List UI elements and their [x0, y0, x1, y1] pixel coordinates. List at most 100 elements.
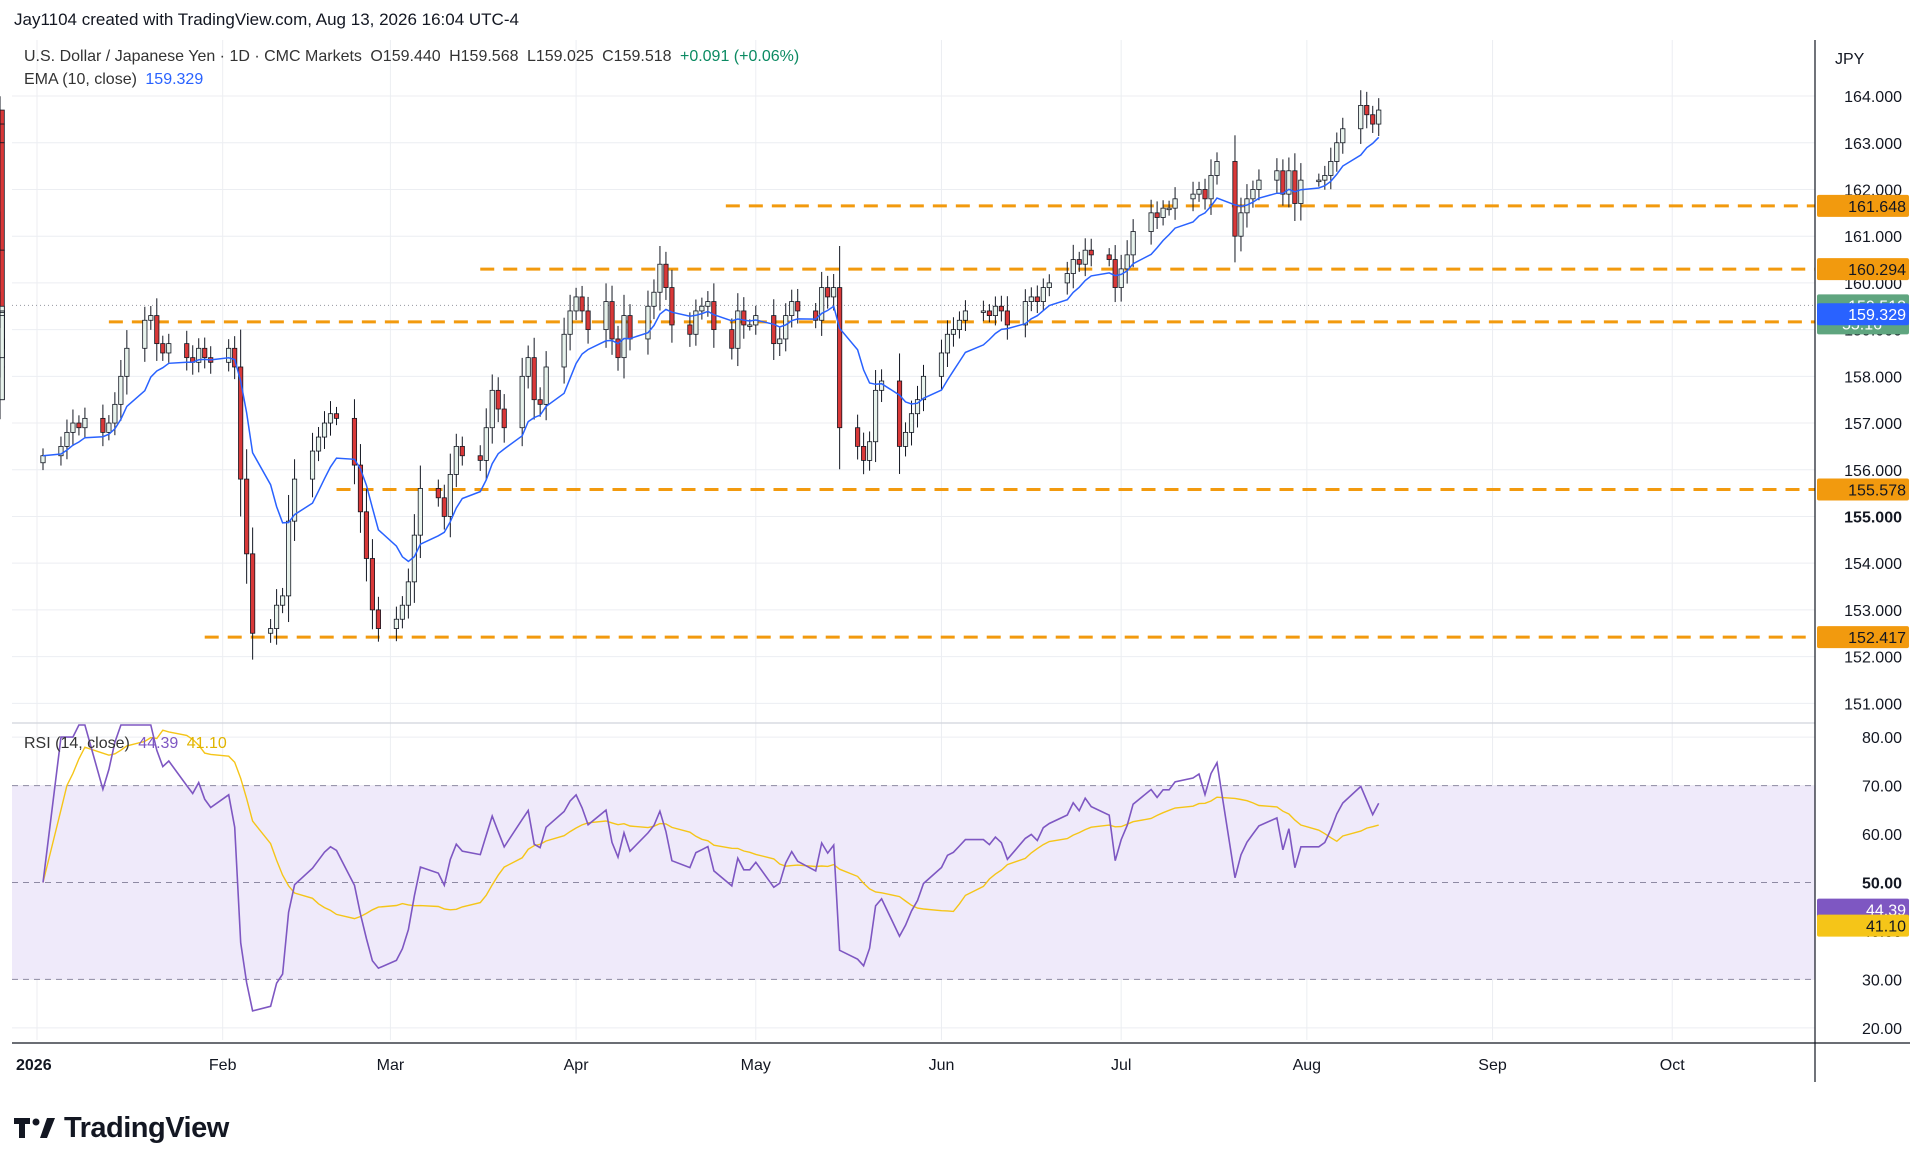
- candle-body: [501, 408, 507, 429]
- candle-body: [441, 497, 447, 517]
- candle-body: [1004, 310, 1010, 326]
- price-tick-label: 157.000: [1844, 416, 1902, 433]
- rsi-line: [42, 724, 1380, 1012]
- candle-body: [351, 417, 358, 466]
- chart-header: Jay1104 created with TradingView.com, Au…: [14, 10, 519, 29]
- candle-body: [1328, 161, 1334, 176]
- time-tick-label: Feb: [209, 1057, 237, 1074]
- symbol-name: U.S. Dollar / Japanese Yen · 1D · CMC Ma…: [24, 48, 362, 65]
- candle-body: [837, 287, 843, 429]
- price-tags: 161.648160.294159.167155.578152.417159.5…: [1817, 194, 1909, 937]
- candle-body: [789, 301, 795, 317]
- time-tick-label: May: [741, 1057, 771, 1074]
- low-value: L159.025: [526, 48, 594, 65]
- candle-body: [1238, 212, 1244, 237]
- candle-body: [118, 375, 124, 405]
- candle-body: [1148, 212, 1154, 232]
- ema-tag: 159.329: [1848, 307, 1906, 324]
- candle-body: [1172, 198, 1178, 209]
- candle-body: [148, 315, 154, 321]
- candle-body: [357, 464, 364, 513]
- candle-body: [693, 310, 699, 335]
- candle-body: [489, 389, 495, 429]
- candles: [0, 90, 1382, 660]
- candle-body: [154, 315, 160, 345]
- candle-body: [124, 347, 130, 377]
- candle-body: [70, 422, 76, 433]
- candle-body: [166, 343, 172, 354]
- level-tag: 155.578: [1848, 482, 1906, 499]
- rsi-tick-label: 80.00: [1862, 730, 1902, 747]
- candle-body: [399, 604, 405, 620]
- candle-body: [525, 357, 531, 377]
- candle-body: [896, 380, 903, 447]
- candle-body: [579, 296, 585, 312]
- candle-body: [1214, 161, 1220, 176]
- candle-body: [477, 455, 483, 461]
- time-tick-label: Oct: [1660, 1057, 1685, 1074]
- rsi-ma-tag: 41.10: [1866, 919, 1906, 936]
- ema-label: EMA (10, close): [24, 71, 137, 88]
- candle-body: [1364, 104, 1370, 116]
- rsi-tick-label: 70.00: [1862, 779, 1902, 796]
- candle-body: [537, 399, 543, 405]
- candle-body: [621, 315, 627, 359]
- price-tick-label: 161.000: [1844, 229, 1902, 246]
- candle-body: [902, 431, 909, 447]
- candle-body: [1160, 207, 1166, 218]
- candle-body: [280, 595, 286, 606]
- candle-body: [944, 333, 951, 354]
- candle-body: [160, 343, 166, 354]
- candle-body: [669, 287, 675, 326]
- candle-body: [327, 413, 334, 424]
- close-value: C159.518: [602, 48, 672, 65]
- candle-body: [855, 427, 861, 447]
- candle-body: [0, 109, 5, 125]
- candle-body: [333, 413, 340, 419]
- time-tick-label: Apr: [564, 1057, 590, 1074]
- candle-body: [375, 609, 381, 629]
- candle-body: [1256, 179, 1262, 190]
- open-value: O159.440: [370, 48, 441, 65]
- candle-body: [1250, 189, 1256, 200]
- candle-body: [1274, 170, 1280, 181]
- tradingview-logo[interactable]: TradingView: [14, 1108, 229, 1148]
- candle-body: [1130, 231, 1136, 256]
- candle-body: [645, 305, 651, 340]
- level-tag: 161.648: [1848, 199, 1906, 216]
- candle-body: [1082, 249, 1088, 265]
- candle-body: [1112, 259, 1118, 288]
- candle-body: [813, 310, 819, 321]
- candle-body: [292, 478, 298, 522]
- candle-body: [729, 329, 735, 349]
- candle-body: [1088, 249, 1094, 256]
- symbol-legend: U.S. Dollar / Japanese Yen · 1D · CMC Ma…: [24, 48, 799, 66]
- candle-body: [1076, 259, 1082, 265]
- candle-body: [1034, 296, 1040, 302]
- candle-body: [286, 520, 292, 597]
- candle-body: [956, 319, 962, 331]
- candle-body: [705, 301, 711, 307]
- ema-value: 159.329: [145, 71, 204, 88]
- candle-body: [861, 445, 867, 461]
- candle-body: [992, 305, 998, 317]
- candle-body: [393, 618, 399, 629]
- rsi-legend: RSI (14, close) 44.39 41.10: [24, 735, 227, 753]
- time-tick-label: Mar: [377, 1057, 405, 1074]
- candle-body: [914, 399, 921, 415]
- candle-body: [274, 604, 280, 629]
- candle-body: [459, 445, 465, 457]
- time-tick-label: Jun: [929, 1057, 955, 1074]
- candle-body: [238, 366, 244, 480]
- candle-body: [908, 413, 915, 433]
- candle-body: [609, 301, 615, 340]
- price-tick-label: 163.000: [1844, 136, 1902, 153]
- currency-label: JPY: [1835, 51, 1865, 68]
- candle-body: [567, 310, 573, 335]
- price-tick-label: 151.000: [1844, 696, 1902, 713]
- candle-body: [244, 478, 250, 555]
- candle-body: [1028, 296, 1034, 302]
- candle-body: [315, 436, 322, 452]
- time-tick-label: 2026: [16, 1057, 52, 1074]
